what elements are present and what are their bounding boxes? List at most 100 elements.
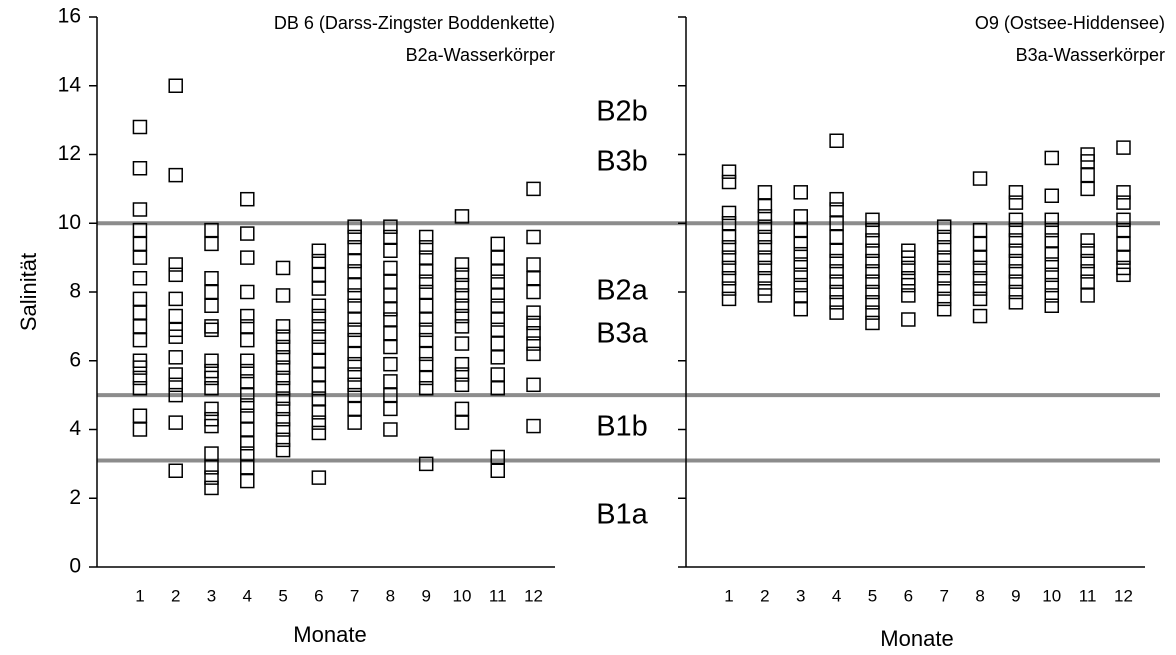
point	[418, 229, 434, 245]
point	[829, 191, 844, 207]
point	[454, 319, 470, 334]
point	[1008, 195, 1024, 210]
point	[757, 198, 773, 214]
x-tick-label: 11	[1079, 586, 1097, 605]
point	[275, 350, 291, 365]
point	[793, 185, 808, 200]
point	[383, 260, 398, 276]
point	[383, 301, 398, 317]
point	[972, 308, 988, 324]
point	[275, 319, 291, 334]
point	[1044, 188, 1060, 203]
point	[454, 401, 470, 417]
point	[829, 274, 844, 289]
point	[168, 367, 183, 382]
point	[1116, 185, 1131, 200]
point	[1008, 295, 1024, 310]
x-tick-label: 8	[386, 586, 395, 605]
x-axis-label: Monate	[293, 622, 366, 647]
point	[347, 219, 362, 234]
point	[275, 411, 291, 427]
point	[275, 432, 291, 448]
point	[1008, 233, 1024, 248]
point	[757, 250, 773, 265]
point	[240, 473, 255, 489]
point	[311, 415, 327, 430]
point	[793, 236, 808, 252]
point	[972, 271, 988, 286]
point	[311, 281, 327, 296]
point	[526, 346, 541, 362]
point	[936, 250, 952, 265]
point	[793, 209, 808, 224]
zone-label: B2a	[596, 275, 648, 307]
point	[972, 281, 988, 296]
point	[311, 353, 327, 368]
point	[1116, 140, 1131, 155]
x-tick-label: 2	[171, 586, 180, 605]
point	[168, 329, 183, 344]
point	[168, 308, 183, 324]
point	[936, 271, 952, 286]
point	[132, 381, 148, 396]
point	[204, 322, 219, 338]
x-tick-label: 5	[868, 586, 877, 605]
x-tick-label: 5	[278, 586, 287, 605]
point	[526, 271, 541, 286]
x-tick-label: 10	[453, 586, 472, 605]
point	[168, 463, 183, 478]
point	[490, 350, 505, 365]
point	[936, 291, 952, 307]
point	[865, 264, 880, 279]
point	[757, 271, 773, 286]
point	[204, 353, 219, 368]
point	[383, 374, 398, 389]
point	[132, 370, 148, 386]
point	[1044, 150, 1060, 166]
point	[972, 222, 988, 238]
point	[204, 284, 219, 300]
point	[757, 209, 773, 224]
point	[793, 277, 808, 293]
point	[1044, 277, 1060, 293]
point	[454, 415, 470, 430]
point	[311, 329, 327, 344]
point	[865, 274, 880, 289]
point	[454, 356, 470, 372]
point	[1044, 222, 1060, 238]
point	[1080, 264, 1095, 279]
point	[168, 377, 183, 393]
point	[1044, 298, 1060, 313]
point	[275, 401, 291, 417]
point	[721, 240, 737, 255]
point	[311, 298, 327, 313]
point	[204, 470, 219, 485]
point	[454, 288, 470, 303]
point	[865, 212, 880, 228]
point	[721, 229, 737, 245]
x-tick-label: 1	[135, 586, 144, 605]
point	[901, 312, 916, 327]
chart-title: DB 6 (Darss-Zingster Boddenkette)	[274, 13, 555, 33]
point	[418, 456, 434, 472]
point	[1044, 288, 1060, 303]
point	[132, 222, 148, 238]
point	[454, 277, 470, 293]
point	[865, 284, 880, 300]
point	[132, 119, 148, 135]
point	[347, 346, 362, 362]
x-tick-label: 10	[1042, 586, 1061, 605]
point	[829, 305, 844, 320]
point	[347, 377, 362, 393]
point	[972, 291, 988, 307]
point	[829, 295, 844, 310]
point	[240, 387, 255, 403]
point	[240, 460, 255, 475]
point	[1008, 274, 1024, 289]
point	[347, 312, 362, 327]
point	[454, 257, 470, 272]
point	[204, 236, 219, 252]
point	[757, 260, 773, 276]
point	[347, 356, 362, 372]
